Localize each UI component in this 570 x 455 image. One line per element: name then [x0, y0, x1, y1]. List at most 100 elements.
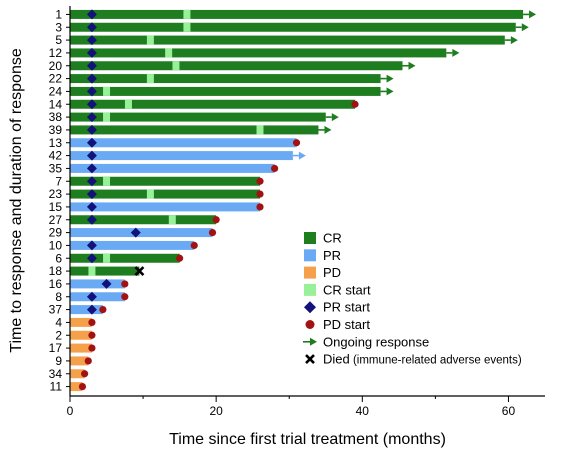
pd-start-marker: [256, 177, 264, 185]
legend-swatch: [304, 249, 316, 262]
ongoing-arrow-head: [386, 87, 394, 96]
bar-cr: [70, 74, 381, 84]
y-tick-label: 22: [49, 72, 63, 86]
bar-cr: [70, 189, 260, 199]
pr-start-marker: [86, 163, 97, 174]
bar-cr: [70, 9, 524, 19]
y-tick-label: 11: [50, 380, 63, 394]
patient-row-3: [70, 22, 529, 33]
y-tick-label: 15: [49, 200, 63, 214]
patient-row-9: [70, 356, 92, 366]
patient-row-14: [70, 99, 359, 110]
pd-start-marker: [88, 331, 96, 339]
bar-cr: [70, 125, 319, 135]
y-tick-label: 12: [49, 46, 63, 60]
cr-start-marker: [103, 253, 111, 263]
x-tick-label: 0: [67, 404, 74, 418]
pd-start-marker: [88, 318, 96, 327]
bar-cr: [70, 99, 355, 109]
y-axis-title: Time to response and duration of respons…: [8, 48, 25, 353]
bar-cr: [70, 86, 381, 96]
legend-label: PR start: [323, 300, 370, 315]
pr-start-marker: [86, 112, 97, 123]
pr-start-marker: [86, 60, 97, 71]
plot-area: [70, 9, 537, 392]
cr-start-marker: [103, 176, 111, 186]
patient-row-2: [70, 330, 96, 340]
cr-start-marker: [172, 61, 180, 71]
patient-row-39: [70, 124, 332, 135]
y-tick-label: 2: [55, 328, 62, 342]
pd-start-marker: [121, 280, 129, 288]
patient-row-8: [70, 291, 129, 302]
y-tick-label: 16: [49, 277, 63, 291]
bar-cr: [70, 215, 217, 225]
pr-start-marker: [86, 176, 97, 187]
bar-pd: [70, 356, 89, 366]
legend-swatch: [304, 232, 316, 244]
patient-row-12: [70, 47, 460, 58]
bar-cr: [70, 35, 505, 45]
y-tick-label: 5: [55, 33, 62, 47]
pr-start-marker: [86, 22, 97, 33]
legend-label: Died (immune-related adverse events): [323, 352, 522, 367]
y-tick-label: 38: [49, 110, 63, 124]
cr-start-marker: [146, 35, 154, 45]
legend-label: PD start: [323, 317, 370, 332]
patient-row-17: [70, 343, 96, 353]
legend-swatch: [304, 283, 316, 296]
cr-start-marker: [146, 74, 154, 84]
y-tick-label: 39: [49, 123, 63, 137]
bar-cr: [70, 112, 326, 122]
bar-pr: [70, 151, 293, 161]
pd-start-marker: [121, 293, 129, 301]
pr-start-marker: [86, 150, 97, 161]
ongoing-arrow-head: [521, 23, 529, 32]
legend-swatch: [310, 337, 317, 346]
pd-start-marker: [256, 190, 264, 198]
patient-row-5: [70, 35, 518, 46]
y-tick-label: 4: [55, 315, 62, 329]
bar-cr: [70, 266, 140, 276]
ongoing-arrow-head: [298, 151, 306, 160]
y-tick-label: 24: [49, 84, 63, 98]
legend-item-pd: PD: [304, 265, 341, 280]
bar-pr: [70, 163, 275, 173]
y-tick-label: 34: [49, 367, 63, 381]
x-tick-label: 20: [209, 404, 223, 418]
y-tick-label: 8: [55, 290, 62, 304]
bar-pd: [70, 343, 92, 353]
y-tick-label: 14: [49, 97, 63, 111]
bar-cr: [70, 61, 403, 71]
patient-row-15: [70, 201, 264, 212]
y-tick-label: 37: [49, 303, 63, 317]
pr-start-marker: [86, 124, 97, 135]
bar-pd: [70, 382, 83, 392]
y-tick-label: 6: [55, 251, 62, 265]
y-tick-label: 13: [49, 136, 63, 150]
patient-row-18: [70, 266, 145, 277]
legend-swatch: [304, 301, 316, 314]
patient-row-7: [70, 176, 264, 187]
died-marker: [134, 266, 145, 277]
y-tick-label: 10: [49, 238, 63, 252]
cr-start-marker: [183, 9, 191, 19]
legend-label: CR: [323, 231, 342, 246]
pd-start-marker: [84, 357, 92, 365]
patient-row-37: [70, 304, 107, 315]
y-tick-label: 7: [55, 174, 62, 188]
patient-row-4: [70, 317, 96, 327]
cr-start-marker: [168, 215, 176, 225]
pr-start-marker: [86, 214, 97, 225]
patient-row-27: [70, 214, 220, 225]
bar-pr: [70, 202, 260, 212]
legend-label: PR: [323, 248, 341, 263]
ongoing-arrow-head: [452, 48, 460, 57]
axes: 1351220222414383913423572315272910618168…: [49, 6, 545, 418]
cr-start-marker: [88, 266, 96, 276]
cr-start-marker: [124, 99, 132, 109]
x-tick-label: 60: [502, 404, 516, 418]
patient-row-29: [70, 227, 217, 238]
y-tick-label: 3: [55, 20, 62, 34]
y-tick-label: 9: [55, 354, 62, 368]
